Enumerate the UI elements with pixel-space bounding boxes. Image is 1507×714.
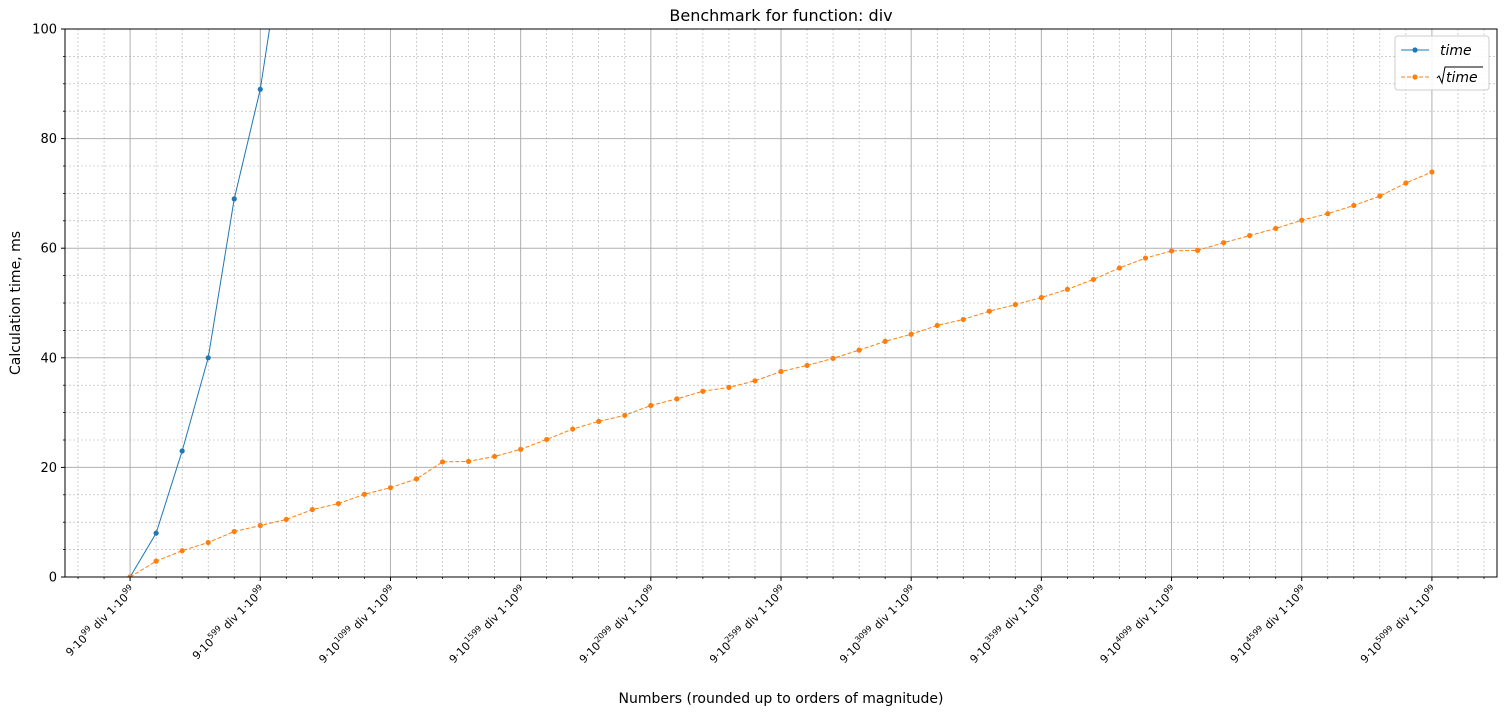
point-sqrt_time	[752, 378, 758, 384]
point-sqrt_time	[153, 558, 159, 564]
point-sqrt_time	[1351, 202, 1357, 209]
point-sqrt_time	[309, 506, 315, 513]
point-sqrt_time	[1325, 211, 1331, 217]
point-time	[257, 86, 263, 92]
point-sqrt_time	[1194, 247, 1201, 253]
point-sqrt_time	[622, 412, 628, 418]
point-sqrt_time	[700, 388, 706, 394]
point-sqrt_time	[648, 402, 654, 409]
sqrt-symbol	[1436, 66, 1483, 85]
y-tick-label: 80	[40, 132, 57, 147]
chart-title: Benchmark for function: div	[669, 6, 892, 25]
y-tick-label: 20	[40, 461, 57, 476]
point-sqrt_time	[1012, 302, 1018, 308]
point-time	[179, 448, 185, 454]
point-sqrt_time	[1090, 276, 1097, 283]
point-sqrt_time	[1168, 248, 1175, 254]
legend-label-time: time	[1440, 43, 1472, 59]
point-sqrt_time	[544, 436, 550, 443]
point-sqrt_time	[439, 459, 446, 465]
point-sqrt_time	[908, 331, 914, 337]
point-sqrt_time	[1247, 232, 1253, 239]
legend-label-sqrt_time: time	[1446, 70, 1478, 86]
point-sqrt_time	[413, 476, 420, 482]
y-tick-label: 100	[32, 23, 57, 38]
point-sqrt_time	[231, 528, 237, 535]
point-sqrt_time	[570, 426, 576, 432]
point-sqrt_time	[1377, 193, 1383, 199]
point-sqrt_time	[465, 458, 472, 464]
series-layer	[127, 29, 1435, 577]
point-sqrt_time	[1429, 169, 1435, 175]
point-sqrt_time	[596, 418, 602, 424]
legend: time time	[1394, 35, 1490, 91]
x-axis-label: Numbers (rounded up to orders of magnitu…	[619, 691, 944, 707]
point-sqrt_time	[960, 316, 966, 323]
point-sqrt_time	[283, 516, 289, 523]
point-sqrt_time	[179, 548, 185, 554]
point-sqrt_time	[335, 500, 341, 507]
point-sqrt_time	[934, 322, 940, 329]
y-tick-label: 60	[40, 242, 57, 257]
point-sqrt_time	[674, 396, 680, 402]
point-sqrt_time	[986, 308, 992, 314]
point-sqrt_time	[778, 368, 784, 375]
point-sqrt_time	[1403, 180, 1409, 186]
point-sqrt_time	[1273, 225, 1279, 232]
point-sqrt_time	[127, 574, 133, 577]
legend-marker-time	[1412, 47, 1418, 53]
point-sqrt_time	[518, 446, 524, 452]
point-sqrt_time	[492, 453, 498, 460]
point-sqrt_time	[830, 355, 836, 361]
point-sqrt_time	[257, 522, 263, 529]
point-sqrt_time	[1299, 217, 1305, 223]
point-sqrt_time	[1038, 294, 1044, 301]
y-tick-label: 40	[40, 351, 57, 366]
legend-marker-sqrt_time	[1412, 74, 1418, 80]
point-sqrt_time	[205, 539, 211, 546]
point-sqrt_time	[882, 338, 888, 344]
y-tick-label: 0	[49, 571, 57, 586]
point-sqrt_time	[856, 347, 862, 353]
point-sqrt_time	[361, 491, 368, 497]
point-sqrt_time	[1142, 255, 1149, 261]
point-sqrt_time	[804, 362, 810, 369]
point-sqrt_time	[1221, 240, 1227, 246]
point-sqrt_time	[1116, 265, 1123, 271]
y-axis-label: Calculation time, ms	[8, 231, 24, 375]
point-sqrt_time	[387, 485, 394, 491]
point-sqrt_time	[726, 384, 732, 390]
point-sqrt_time	[1064, 286, 1070, 292]
point-time	[231, 196, 237, 202]
point-time	[153, 530, 159, 536]
point-time	[205, 355, 211, 361]
